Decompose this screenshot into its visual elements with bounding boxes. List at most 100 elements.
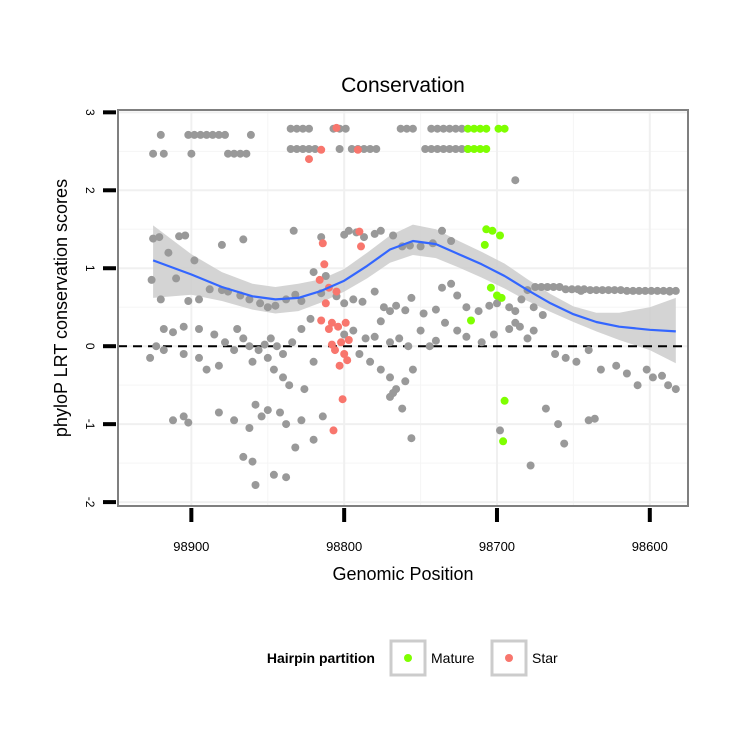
point-other — [309, 357, 318, 366]
y-tick-label: 2 — [83, 187, 97, 194]
point-mature — [488, 226, 497, 235]
point-other — [156, 295, 165, 304]
point-other — [453, 291, 462, 300]
point-star — [341, 318, 350, 327]
point-other — [438, 226, 446, 235]
point-other — [543, 283, 552, 291]
point-mature — [470, 145, 479, 153]
point-other — [433, 124, 442, 133]
point-other — [421, 145, 430, 153]
point-other — [445, 124, 454, 133]
point-other — [612, 361, 621, 370]
point-other — [386, 338, 394, 347]
point-other — [457, 145, 466, 153]
point-other — [584, 346, 593, 355]
point-other — [598, 286, 607, 295]
point-other — [230, 149, 239, 158]
point-other — [318, 412, 327, 421]
point-other — [263, 353, 272, 362]
point-other — [526, 461, 535, 470]
point-other — [297, 416, 306, 425]
point-mature — [470, 124, 479, 133]
point-other — [416, 242, 425, 251]
point-other — [196, 130, 205, 139]
point-other — [389, 231, 398, 240]
point-other — [404, 342, 413, 351]
point-other — [286, 145, 295, 153]
point-other — [447, 237, 456, 245]
point-other — [538, 311, 547, 319]
point-mature — [497, 293, 506, 302]
point-other — [195, 295, 203, 304]
point-other — [584, 416, 593, 425]
point-other — [292, 124, 301, 133]
point-other — [537, 283, 546, 291]
point-other — [408, 124, 417, 133]
point-other — [217, 240, 226, 249]
legend-swatch-mature — [404, 654, 412, 662]
point-other — [647, 286, 656, 295]
point-other — [493, 299, 501, 308]
point-other — [366, 357, 375, 366]
point-other — [407, 434, 416, 443]
point-other — [427, 124, 436, 133]
point-star — [327, 318, 336, 327]
point-other — [282, 420, 291, 429]
point-other — [276, 408, 284, 417]
point-star — [305, 155, 313, 164]
point-other — [297, 325, 306, 333]
point-mature — [476, 145, 485, 153]
x-tick-label: 98600 — [632, 539, 668, 554]
point-other — [376, 226, 385, 235]
point-star — [338, 395, 347, 404]
point-other — [169, 328, 177, 337]
point-star — [329, 426, 338, 435]
point-other — [361, 334, 370, 343]
point-other — [392, 301, 401, 310]
point-other — [489, 330, 498, 339]
point-other — [242, 149, 251, 158]
point-other — [251, 400, 260, 409]
point-other — [271, 301, 280, 310]
point-other — [398, 404, 407, 413]
point-other — [272, 342, 281, 351]
point-other — [451, 145, 460, 153]
point-other — [635, 286, 644, 295]
point-other — [214, 408, 223, 417]
point-other — [577, 286, 585, 295]
point-other — [407, 293, 416, 302]
point-other — [344, 226, 353, 235]
point-other — [431, 336, 440, 345]
point-other — [462, 303, 471, 312]
point-other — [236, 149, 245, 158]
point-mature — [463, 145, 472, 153]
point-star — [332, 287, 341, 296]
point-other — [366, 145, 375, 153]
point-other — [523, 334, 532, 343]
point-other — [586, 286, 595, 295]
point-other — [370, 332, 379, 341]
point-mature — [500, 396, 509, 405]
point-other — [269, 365, 278, 374]
point-other — [433, 145, 442, 153]
point-other — [260, 340, 269, 349]
point-other — [551, 350, 560, 358]
point-other — [164, 248, 173, 257]
point-other — [633, 381, 642, 390]
point-mature — [496, 231, 504, 240]
point-other — [254, 346, 263, 355]
point-other — [416, 326, 425, 335]
point-other — [251, 481, 260, 489]
point-other — [355, 350, 364, 358]
point-other — [266, 334, 275, 343]
point-other — [179, 322, 188, 331]
point-other — [239, 334, 248, 343]
point-other — [441, 318, 449, 327]
point-other — [340, 299, 349, 308]
point-other — [152, 342, 161, 351]
smooth-line-layer — [152, 239, 676, 333]
point-star — [317, 316, 326, 325]
x-tick-label: 98800 — [326, 539, 362, 554]
point-other — [567, 285, 576, 294]
